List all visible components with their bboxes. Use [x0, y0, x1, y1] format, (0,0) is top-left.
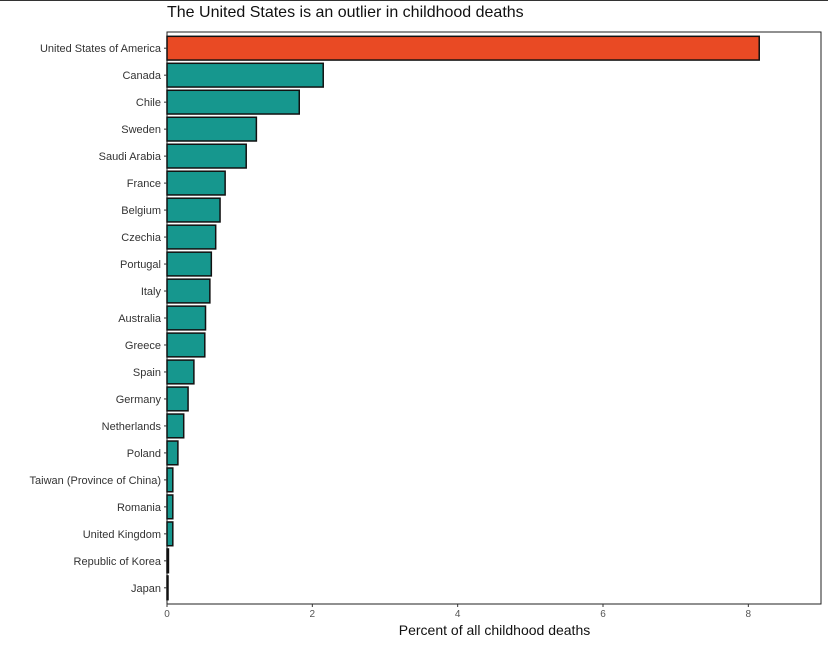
bars-layer — [166, 35, 760, 601]
bar-chile — [166, 89, 300, 115]
bar-sweden — [166, 116, 258, 142]
category-label: Germany — [116, 394, 162, 406]
category-label: Sweden — [121, 124, 161, 136]
bar-poland — [166, 440, 179, 466]
chart-title: The United States is an outlier in child… — [167, 4, 524, 21]
x-axis-title: Percent of all childhood deaths — [398, 622, 591, 638]
bar-greece — [166, 332, 206, 358]
bar-japan — [166, 575, 169, 601]
bar-portugal — [166, 251, 213, 277]
category-label: Belgium — [121, 205, 161, 217]
bar-france — [166, 170, 226, 196]
bar-germany — [166, 386, 189, 412]
category-label: United States of America — [40, 43, 162, 55]
category-label: France — [127, 178, 161, 190]
x-tick-label: 6 — [600, 609, 606, 620]
category-label: Netherlands — [102, 421, 162, 433]
category-label: Czechia — [121, 232, 162, 244]
category-label: Romania — [117, 502, 162, 514]
category-label: Australia — [118, 313, 162, 325]
x-tick-label: 4 — [455, 609, 461, 620]
top-rule — [0, 0, 828, 1]
bar-czechia — [166, 224, 217, 250]
bar-italy — [166, 278, 211, 304]
category-label: Republic of Korea — [74, 556, 162, 568]
x-tick-label: 0 — [164, 609, 170, 620]
bar-romania — [166, 494, 174, 520]
category-label: Saudi Arabia — [99, 151, 162, 163]
plot-panel — [166, 31, 822, 605]
category-labels: United States of America Canada Chile Swede… — [30, 43, 167, 595]
category-label: Taiwan (Province of China) — [30, 475, 161, 487]
bar-netherlands — [166, 413, 185, 439]
category-label: Italy — [141, 286, 162, 298]
category-label: Chile — [136, 97, 161, 109]
x-tick-label: 2 — [310, 609, 316, 620]
category-label: Greece — [125, 340, 161, 352]
category-label: United Kingdom — [83, 529, 161, 541]
bar-united-states-of-america — [166, 35, 760, 61]
bar-republic-of-korea — [166, 548, 170, 574]
bar-united-kingdom — [166, 521, 174, 547]
bar-australia — [166, 305, 207, 331]
x-tick-label: 8 — [746, 609, 752, 620]
category-label: Canada — [122, 70, 161, 82]
bar-belgium — [166, 197, 221, 223]
category-label: Japan — [131, 583, 161, 595]
category-label: Poland — [127, 448, 161, 460]
bar-saudi-arabia — [166, 143, 247, 169]
bar-spain — [166, 359, 195, 385]
category-label: Spain — [133, 367, 161, 379]
x-axis-ticks: 0 2 4 6 8 — [164, 604, 752, 620]
category-label: Portugal — [120, 259, 161, 271]
bar-canada — [166, 62, 324, 88]
bar-taiwan-province-of-china — [166, 467, 174, 493]
